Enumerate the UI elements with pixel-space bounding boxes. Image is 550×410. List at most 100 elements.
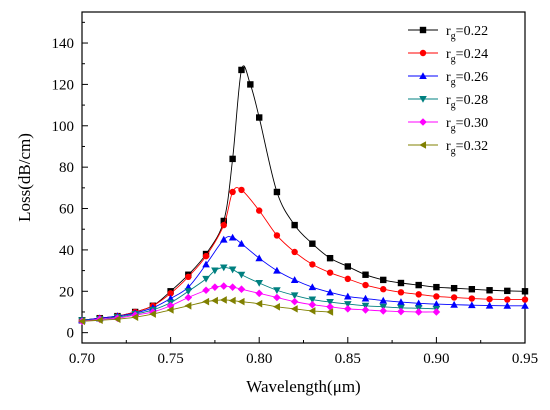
legend-marker — [419, 26, 427, 34]
data-point — [486, 295, 493, 303]
data-point — [326, 308, 334, 316]
data-point — [166, 306, 174, 314]
legend-label: rg=0.32 — [446, 139, 488, 157]
x-tick-label: 0.70 — [69, 351, 95, 367]
y-tick-label: 0 — [67, 326, 75, 342]
data-point — [202, 260, 210, 268]
data-point — [379, 307, 388, 315]
data-point — [273, 302, 280, 311]
y-tick-label: 100 — [52, 119, 75, 135]
legend-label: rg=0.24 — [446, 47, 488, 65]
data-point — [486, 287, 493, 294]
series-line — [81, 65, 526, 321]
data-point — [380, 286, 387, 293]
legend-item: rg=0.22 — [408, 24, 488, 42]
data-point — [326, 269, 334, 276]
data-point — [344, 275, 351, 283]
legend-item: rg=0.24 — [408, 47, 488, 65]
data-point — [344, 305, 352, 313]
x-tick-label: 0.95 — [512, 351, 538, 367]
data-point — [521, 296, 529, 303]
data-point — [202, 297, 210, 306]
data-point — [308, 283, 317, 291]
data-point — [291, 248, 298, 256]
y-axis: 0 20 40 60 80 100 120 140 — [52, 21, 88, 342]
data-point — [450, 300, 458, 308]
data-point — [220, 217, 227, 225]
x-axis: 0.70 0.75 0.80 0.85 0.90 0.95 — [69, 337, 538, 367]
data-point — [228, 266, 237, 274]
data-point — [228, 233, 237, 241]
data-point — [290, 292, 299, 300]
data-point — [344, 292, 352, 300]
data-point — [521, 288, 529, 295]
data-point — [184, 288, 193, 296]
data-point — [450, 294, 458, 301]
data-point — [95, 316, 103, 325]
y-axis-title: Loss(dB/cm) — [15, 133, 34, 222]
x-tick-label: 0.80 — [246, 351, 272, 367]
data-point — [247, 81, 254, 88]
data-point — [344, 301, 352, 308]
data-point — [229, 155, 236, 163]
legend-label: rg=0.30 — [446, 116, 488, 134]
data-point — [211, 283, 219, 291]
data-point — [220, 221, 227, 229]
data-point — [237, 297, 245, 306]
data-point — [211, 267, 219, 275]
legend-marker — [419, 72, 427, 80]
data-point — [202, 286, 210, 295]
data-point — [228, 283, 237, 291]
legend-item: rg=0.26 — [408, 70, 488, 88]
legend-marker — [419, 141, 427, 149]
series-1 — [78, 186, 529, 324]
data-point — [309, 261, 316, 268]
data-point — [202, 252, 210, 260]
data-point — [238, 186, 245, 194]
data-point — [468, 286, 476, 293]
data-point — [184, 301, 192, 310]
data-point — [229, 188, 236, 196]
data-point — [397, 307, 405, 316]
data-point — [414, 308, 423, 316]
legend-marker — [419, 95, 427, 103]
data-point — [290, 297, 299, 306]
data-point — [344, 263, 351, 270]
data-point — [414, 299, 423, 307]
data-point — [308, 296, 317, 304]
data-point — [326, 298, 334, 306]
data-point — [504, 296, 511, 303]
y-tick-label: 40 — [59, 243, 74, 259]
data-point — [273, 266, 281, 274]
x-tick-label: 0.85 — [335, 351, 361, 367]
data-point — [78, 317, 86, 326]
data-point — [256, 207, 263, 214]
data-point — [237, 285, 246, 294]
y-tick-label: 140 — [52, 36, 75, 52]
data-point — [219, 282, 228, 290]
data-point — [273, 188, 281, 196]
x-tick-label: 0.90 — [423, 351, 449, 367]
data-point — [397, 298, 405, 306]
data-point — [468, 301, 476, 309]
y-tick-label: 80 — [59, 160, 74, 176]
data-point — [379, 296, 388, 304]
y-tick-label: 120 — [52, 77, 75, 93]
data-point — [273, 287, 281, 295]
x-tick-label: 0.75 — [157, 351, 183, 367]
data-point — [450, 284, 458, 292]
data-point — [361, 306, 370, 314]
data-point — [468, 295, 476, 302]
data-point — [485, 301, 494, 309]
data-point — [309, 240, 316, 247]
legend-item: rg=0.30 — [408, 116, 488, 134]
data-point — [149, 310, 156, 318]
legend-marker — [419, 118, 427, 126]
data-point — [503, 301, 512, 309]
data-point — [255, 289, 263, 298]
data-point — [433, 283, 440, 291]
data-point — [184, 293, 193, 302]
legend-label: rg=0.22 — [446, 24, 488, 42]
data-point — [433, 293, 440, 300]
